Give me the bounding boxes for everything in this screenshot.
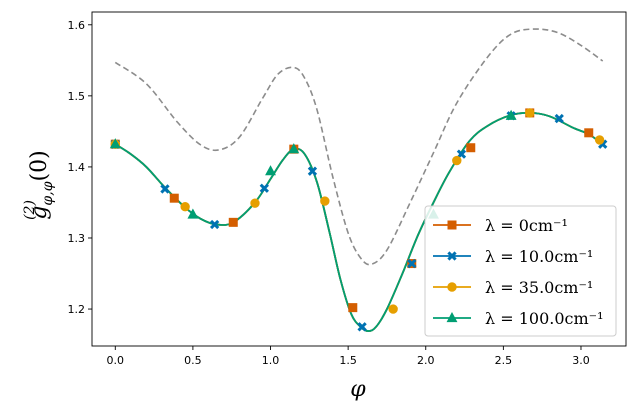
legend: λ = 0cm⁻¹ λ = 10.0cm⁻¹ λ = 35.0cm⁻¹ λ = 100… [424, 205, 617, 337]
marker-stroke [598, 139, 608, 149]
data-point-x [307, 166, 318, 176]
x-tick-label: 3.0 [572, 354, 590, 367]
data-point-circle [388, 304, 398, 314]
y-tick-label: 1.5 [68, 90, 86, 103]
marker-stroke [160, 184, 170, 194]
legend-marker-square [447, 220, 457, 230]
data-point-triangle [288, 143, 300, 154]
data-point-circle [180, 202, 190, 212]
legend-entry: λ = 35.0cm⁻¹ [433, 278, 593, 297]
y-tick-label: 1.2 [68, 303, 86, 316]
x-tick-label: 1.0 [262, 354, 280, 367]
legend-label: λ = 10.0cm⁻¹ [485, 247, 593, 266]
reference-dashed-line [114, 28, 604, 266]
data-point-triangle [109, 138, 121, 149]
marker-stroke [209, 219, 220, 230]
data-point-square [169, 193, 179, 203]
data-point-circle [452, 155, 462, 166]
x-tick-label: 2.5 [495, 354, 513, 367]
legend-marker-circle [447, 282, 457, 292]
y-axis-label: gφ,φ(0) (2) [22, 150, 56, 220]
data-point-circle [525, 108, 535, 118]
data-point-square [348, 303, 358, 313]
data-point-triangle [505, 109, 517, 120]
x-axis-label: φ [350, 377, 366, 402]
data-point-x [209, 219, 220, 230]
marker-stroke [357, 322, 367, 332]
series-line [114, 111, 604, 332]
legend-entry: λ = 10.0cm⁻¹ [433, 247, 593, 266]
marker-stroke [554, 113, 564, 124]
data-point-x [407, 258, 417, 269]
svg-text:gφ,φ(0): gφ,φ(0) [27, 150, 56, 219]
data-point-x [357, 322, 367, 332]
data-point-x [259, 183, 269, 193]
y-axis-label-sup: (2) [22, 200, 38, 220]
legend-marker-triangle [446, 311, 458, 323]
y-tick-label: 1.4 [68, 161, 86, 174]
data-point-circle [594, 135, 605, 145]
x-tick-label: 0.0 [107, 354, 125, 367]
legend-entry: λ = 0cm⁻¹ [433, 216, 568, 235]
data-point-square [466, 143, 476, 153]
y-tick-label: 1.6 [68, 19, 86, 32]
legend-label: λ = 35.0cm⁻¹ [485, 278, 593, 297]
marker-stroke [259, 183, 269, 193]
marker-stroke [307, 166, 318, 176]
data-point-circle [250, 198, 260, 208]
legend-label: λ = 0cm⁻¹ [485, 216, 568, 235]
x-tick-label: 0.5 [184, 354, 202, 367]
legend-entry: λ = 100.0cm⁻¹ [433, 309, 604, 328]
y-axis-label-main: g [27, 206, 52, 220]
data-point-square [228, 217, 238, 227]
y-axis-label-sub: φ,φ [40, 181, 56, 205]
axes: 0.0 0.5 1.0 1.5 2.0 2.5 3.0 1.2 1.3 1.4 1.5 1.6 [68, 11, 627, 367]
marker-stroke [407, 258, 417, 269]
plot-frame [91, 11, 627, 347]
x-tick-label: 2.0 [417, 354, 435, 367]
data-point-circle [320, 196, 330, 206]
data-point-square [584, 128, 594, 138]
legend-box [424, 205, 617, 337]
y-axis-label-arg: (0) [27, 150, 52, 181]
y-tick-label: 1.3 [68, 232, 86, 245]
data-point-x [160, 184, 170, 194]
marker-stroke [447, 251, 457, 261]
legend-label: λ = 100.0cm⁻¹ [485, 309, 604, 328]
data-point-triangle [187, 208, 199, 219]
data-point-x [554, 113, 564, 124]
data-point-triangle [265, 165, 276, 176]
x-tick-label: 1.5 [339, 354, 357, 367]
legend-marker-x [447, 251, 457, 261]
